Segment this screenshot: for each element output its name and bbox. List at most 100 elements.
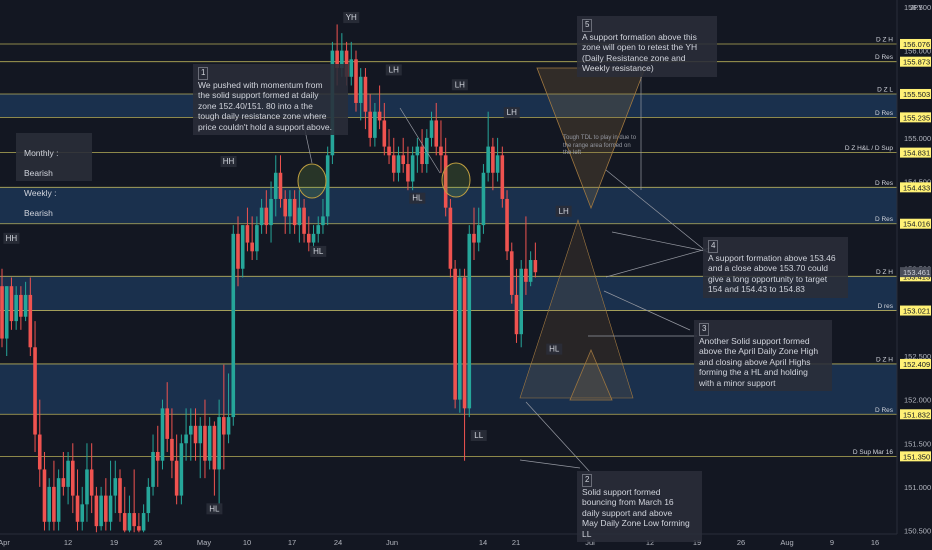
candle-body [0,286,4,339]
swing-label: HL [412,194,423,203]
candle-body [415,146,420,156]
note-1-text: We pushed with momentum from the solid s… [198,79,332,132]
note-2-number: 2 [582,474,593,487]
note-2-text: Solid support formed bouncing from March… [582,486,690,539]
level-price-tag [900,88,931,99]
candle-body [113,478,118,496]
swing-label: HL [209,504,220,513]
level-price-tag [900,182,931,193]
candle-body [321,216,325,226]
x-tick-label: 26 [737,538,745,547]
note-4-text: A support formation above 153.46 and a c… [708,252,836,295]
swing-label: YH [346,13,357,22]
candle-body [434,120,439,147]
x-tick-label: 21 [512,538,520,547]
note-5[interactable]: 5A support formation above this zone wil… [577,16,717,77]
candle-body [118,478,122,514]
candle-body [264,207,269,226]
candle-body [363,76,368,112]
candle-body [127,513,132,531]
note-5-number: 5 [582,19,593,32]
candle-body [255,225,259,252]
candle-body [288,198,292,217]
candle-body [406,164,410,182]
swing-label: LH [455,80,465,89]
candle-body [9,286,14,322]
candle-body [56,478,61,522]
candle-body [245,225,250,243]
candle-body [439,146,443,156]
level-price-text: 151.832 [903,410,930,419]
y-tick-label: 152.500 [904,352,931,361]
level-name: D Res [875,407,894,414]
swing-label-bg [310,245,327,257]
swing-label-bg [206,503,223,515]
y-tick-label: 150.500 [904,527,931,536]
candle-body [4,286,9,339]
candle-body [429,120,434,138]
level-price-text: 151.350 [903,452,930,461]
candle-body [491,146,495,173]
x-tick-label: 10 [243,538,251,547]
currency-label: JPY [910,5,923,12]
leader-line [525,401,591,473]
x-tick-label: 17 [288,538,296,547]
leader-line [611,231,711,253]
candle-body [132,513,136,527]
swing-label-bg [220,156,237,168]
candle-body [179,443,184,496]
swing-label-bg [555,205,572,217]
y-tick-label: 155.000 [904,134,931,143]
current-price-text: 153.461 [903,268,930,277]
note-4[interactable]: 4A support formation above 153.46 and a … [703,237,848,298]
y-tick-label: 154.500 [904,177,931,186]
candle-body [151,451,155,487]
candle-body [141,513,146,531]
level-price-tag [900,218,931,229]
swing-label: HL [549,345,560,354]
zone-band [0,187,897,224]
highlight-ellipse [441,162,471,198]
swing-label: LL [474,431,483,440]
x-tick-label: 19 [693,538,701,547]
leader-line [519,459,581,469]
level-name: D Res [875,110,894,117]
candle-body [231,233,236,418]
candle-body [184,434,188,444]
candle-body [354,59,358,103]
candle-body [259,207,264,226]
y-tick-label: 156.500 [904,3,931,12]
candle-body [42,469,47,522]
candle-body [240,225,245,269]
candle-body [85,469,89,505]
candle-body [495,155,500,173]
level-name: D res [877,303,893,310]
candle-body [401,155,405,165]
candle-body [453,268,457,400]
note-3[interactable]: 3Another Solid support formed above the … [694,320,832,391]
candle-body [373,111,377,138]
candle-body [368,111,372,138]
level-name: D Sup Mar 16 [853,449,893,456]
x-tick-label: 12 [64,538,72,547]
leader-line [605,169,713,257]
candle-body [396,155,401,173]
level-price-tag [900,305,931,316]
candle-body [391,155,396,173]
y-tick-label: 151.000 [904,483,931,492]
tdl-note: Tough TDL to play in due to the range ar… [563,135,637,156]
bias-panel: Monthly : Bearish Weekly : Bearish [16,133,92,218]
level-price-tag [900,409,931,420]
candle-body [94,495,99,527]
x-tick-label: 9 [830,538,834,547]
leader-line [603,290,691,331]
candle-body [325,155,330,217]
swing-label-bg [409,192,426,204]
candle-body [481,172,486,226]
candle-body [89,469,94,496]
level-price-tag [900,451,931,462]
candle-body [217,417,221,470]
note-2[interactable]: 2Solid support formed bouncing from Marc… [577,471,702,542]
note-5-text: A support formation above this zone will… [582,31,698,74]
note-1[interactable]: 1We pushed with momentum from the solid … [193,64,348,135]
